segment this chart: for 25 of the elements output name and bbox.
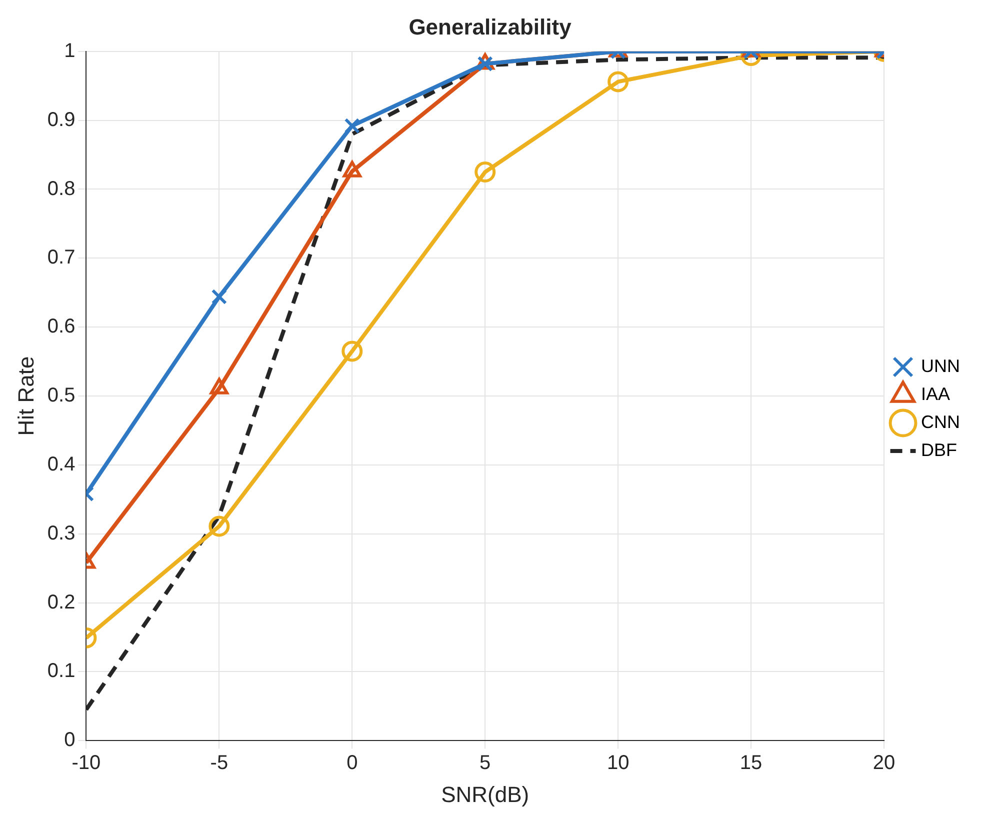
y-tick-label: 0 [64, 729, 76, 752]
x-tick-label: 10 [606, 752, 630, 774]
chart-title: Generalizability [408, 14, 572, 40]
legend-label: IAA [921, 384, 950, 404]
legend-label: CNN [921, 412, 960, 432]
y-tick-label: 0.3 [47, 522, 76, 544]
x-tick-label: -5 [210, 752, 228, 774]
y-tick-label: 1 [64, 40, 76, 62]
x-tick-label: 15 [740, 752, 762, 774]
y-tick-label: 0.9 [47, 108, 76, 131]
x-axis-title: SNR(dB) [441, 782, 530, 807]
legend-label: DBF [921, 440, 958, 460]
x-tick-label: 5 [480, 752, 491, 774]
y-tick-label: 0.2 [47, 591, 76, 614]
x-tick-label: 20 [872, 752, 896, 774]
x-tick-label: 0 [346, 752, 358, 774]
y-tick-label: 0.4 [47, 453, 76, 476]
y-tick-label: 0.7 [47, 246, 76, 269]
y-tick-label: 0.1 [47, 660, 76, 682]
legend-label: UNN [921, 356, 960, 376]
x-tick-label: -10 [72, 752, 101, 774]
y-axis-title: Hit Rate [13, 356, 38, 436]
y-tick-label: 0.5 [47, 384, 76, 407]
y-tick-label: 0.8 [47, 178, 76, 200]
y-tick-label: 0.6 [47, 316, 76, 338]
